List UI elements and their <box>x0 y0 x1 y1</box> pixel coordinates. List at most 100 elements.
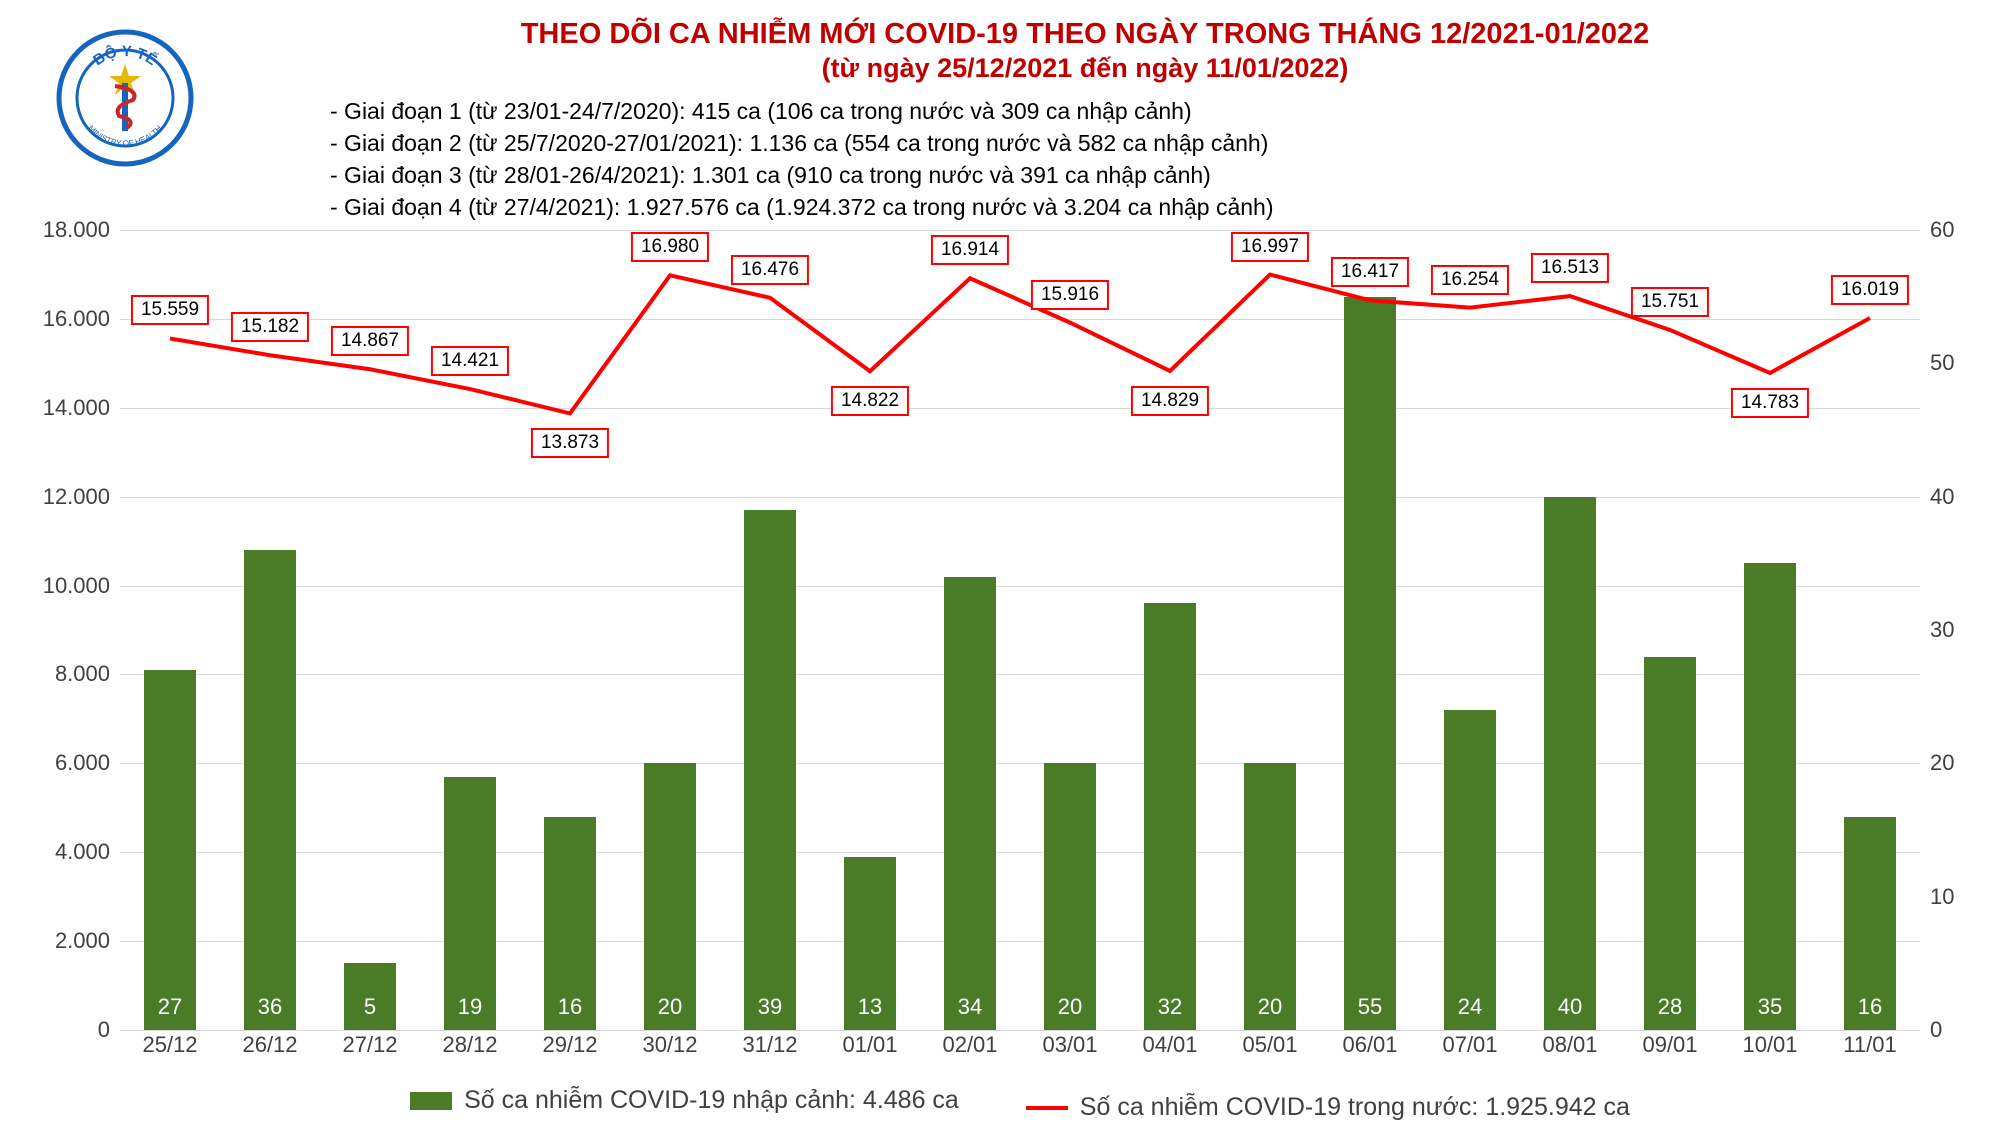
bar: 16 <box>1844 817 1896 1030</box>
bar-value-label: 5 <box>364 994 376 1020</box>
line-value-label: 16.476 <box>731 255 809 285</box>
bar: 34 <box>944 577 996 1030</box>
x-tick: 05/01 <box>1242 1032 1297 1058</box>
note-line: - Giai đoạn 2 (từ 25/7/2020-27/01/2021):… <box>330 128 1274 159</box>
note-line: - Giai đoạn 1 (từ 23/01-24/7/2020): 415 … <box>330 96 1274 127</box>
x-tick: 28/12 <box>442 1032 497 1058</box>
line-value-label: 16.513 <box>1531 253 1609 283</box>
line-value-label: 15.916 <box>1031 280 1109 310</box>
bar-value-label: 24 <box>1458 994 1482 1020</box>
line-value-label: 14.783 <box>1731 388 1809 418</box>
bar: 55 <box>1344 297 1396 1030</box>
y-left-tick: 4.000 <box>30 839 110 865</box>
gridline <box>120 408 1920 409</box>
y-left-tick: 0 <box>30 1017 110 1043</box>
bar-value-label: 19 <box>458 994 482 1020</box>
chart-title-line1: THEO DÕI CA NHIỄM MỚI COVID-19 THEO NGÀY… <box>220 18 1950 51</box>
x-axis: 25/1226/1227/1228/1229/1230/1231/1201/01… <box>120 1032 1920 1062</box>
bar-value-label: 20 <box>1058 994 1082 1020</box>
legend-bar-swatch <box>410 1092 452 1110</box>
x-tick: 26/12 <box>242 1032 297 1058</box>
line-value-label: 14.822 <box>831 386 909 416</box>
chart-container: BỘ Y TẾ MINISTRY OF HEALTH THEO DÕI CA N… <box>0 0 2000 1140</box>
bar: 16 <box>544 817 596 1030</box>
y-axis-left: 02.0004.0006.0008.00010.00012.00014.0001… <box>35 230 115 1030</box>
y-left-tick: 2.000 <box>30 928 110 954</box>
legend: Số ca nhiễm COVID-19 nhập cảnh: 4.486 ca… <box>120 1086 1920 1126</box>
bar: 13 <box>844 857 896 1030</box>
x-tick: 10/01 <box>1742 1032 1797 1058</box>
y-left-tick: 12.000 <box>30 484 110 510</box>
x-tick: 31/12 <box>742 1032 797 1058</box>
bar: 5 <box>344 963 396 1030</box>
bar-value-label: 34 <box>958 994 982 1020</box>
x-tick: 06/01 <box>1342 1032 1397 1058</box>
note-line: - Giai đoạn 4 (từ 27/4/2021): 1.927.576 … <box>330 192 1274 223</box>
line-value-label: 16.019 <box>1831 275 1909 305</box>
line-value-label: 15.182 <box>231 312 309 342</box>
x-tick: 08/01 <box>1542 1032 1597 1058</box>
y-right-tick: 40 <box>1930 484 1990 510</box>
note-line: - Giai đoạn 3 (từ 28/01-26/4/2021): 1.30… <box>330 160 1274 191</box>
line-value-label: 15.559 <box>131 295 209 325</box>
x-tick: 11/01 <box>1843 1032 1896 1058</box>
x-tick: 25/12 <box>142 1032 197 1058</box>
bar: 20 <box>1244 763 1296 1030</box>
bar: 35 <box>1744 563 1796 1030</box>
y-right-tick: 60 <box>1930 217 1990 243</box>
bar-value-label: 27 <box>158 994 182 1020</box>
plot-area: 27 36 5 19 16 20 39 13 34 20 32 20 55 24 40 28 35 16 15.55… <box>120 230 1920 1030</box>
bar-value-label: 55 <box>1358 994 1382 1020</box>
bar: 40 <box>1544 497 1596 1030</box>
line-value-label: 14.867 <box>331 326 409 356</box>
bar-value-label: 40 <box>1558 994 1582 1020</box>
y-left-tick: 6.000 <box>30 750 110 776</box>
y-left-tick: 18.000 <box>30 217 110 243</box>
chart-title-line2: (từ ngày 25/12/2021 đến ngày 11/01/2022) <box>220 53 1950 84</box>
y-left-tick: 14.000 <box>30 395 110 421</box>
line-value-label: 14.421 <box>431 346 509 376</box>
y-right-tick: 0 <box>1930 1017 1990 1043</box>
gridline <box>120 497 1920 498</box>
bar-value-label: 36 <box>258 994 282 1020</box>
x-tick: 03/01 <box>1042 1032 1097 1058</box>
bar: 32 <box>1144 603 1196 1030</box>
bar: 36 <box>244 550 296 1030</box>
legend-bar-label: Số ca nhiễm COVID-19 nhập cảnh: 4.486 ca <box>464 1086 959 1115</box>
legend-item-line: Số ca nhiễm COVID-19 trong nước: 1.925.9… <box>1026 1093 1630 1122</box>
gridline <box>120 319 1920 320</box>
y-right-tick: 10 <box>1930 884 1990 910</box>
y-right-tick: 50 <box>1930 350 1990 376</box>
x-tick: 04/01 <box>1142 1032 1197 1058</box>
x-tick: 02/01 <box>942 1032 997 1058</box>
line-value-label: 13.873 <box>531 428 609 458</box>
y-right-tick: 30 <box>1930 617 1990 643</box>
bar: 39 <box>744 510 796 1030</box>
bar-value-label: 20 <box>1258 994 1282 1020</box>
line-value-label: 16.417 <box>1331 257 1409 287</box>
bar-value-label: 32 <box>1158 994 1182 1020</box>
x-tick: 27/12 <box>342 1032 397 1058</box>
gridline <box>120 1030 1920 1031</box>
line-value-label: 16.254 <box>1431 265 1509 295</box>
bar-value-label: 28 <box>1658 994 1682 1020</box>
bar: 19 <box>444 777 496 1030</box>
bar-value-label: 16 <box>1858 994 1882 1020</box>
title-block: THEO DÕI CA NHIỄM MỚI COVID-19 THEO NGÀY… <box>220 18 1950 92</box>
bar: 28 <box>1644 657 1696 1030</box>
gridline <box>120 586 1920 587</box>
gridline <box>120 230 1920 231</box>
y-left-tick: 10.000 <box>30 573 110 599</box>
x-tick: 07/01 <box>1442 1032 1497 1058</box>
x-tick: 30/12 <box>642 1032 697 1058</box>
x-tick: 09/01 <box>1642 1032 1697 1058</box>
y-left-tick: 8.000 <box>30 661 110 687</box>
y-left-tick: 16.000 <box>30 306 110 332</box>
bar-value-label: 20 <box>658 994 682 1020</box>
bar: 20 <box>1044 763 1096 1030</box>
notes-block: - Giai đoạn 1 (từ 23/01-24/7/2020): 415 … <box>330 96 1274 224</box>
bar: 27 <box>144 670 196 1030</box>
line-value-label: 16.914 <box>931 235 1009 265</box>
legend-line-swatch <box>1026 1106 1068 1110</box>
y-axis-right: 0102030405060 <box>1925 230 1985 1030</box>
